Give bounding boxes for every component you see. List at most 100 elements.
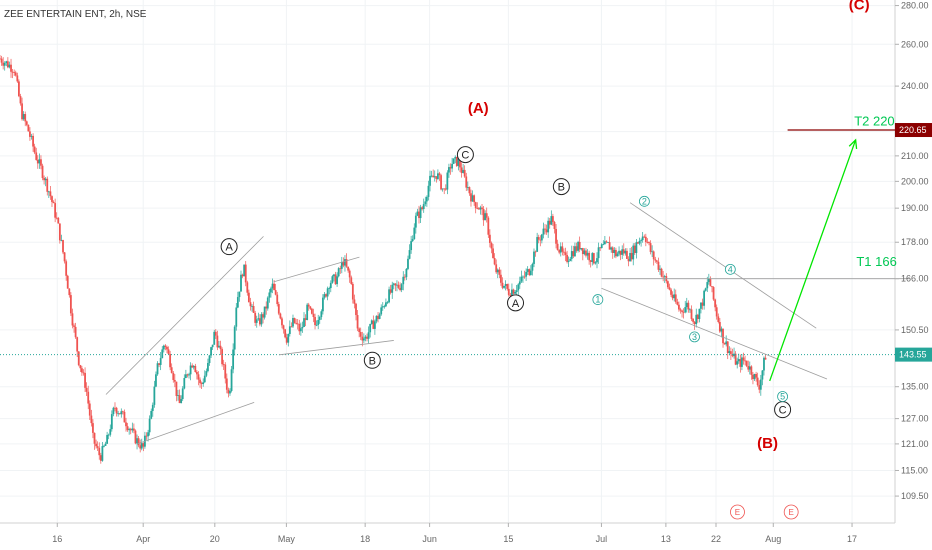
candle [303,312,305,328]
candle-body [271,283,274,289]
candle-body [561,246,564,252]
candle-body [441,188,444,190]
time-axis[interactable]: 16 Apr 20 May 18 Jun 15 Jul 13 22 Aug 17 [52,523,857,544]
candle-body [276,294,279,305]
candle-body [265,306,268,309]
impulse-wave-label: 2 [642,196,647,206]
candle [670,287,672,297]
candle-body [162,345,165,350]
trendline[interactable] [629,202,817,329]
candle [255,315,258,328]
candle-body [317,319,320,325]
candle-body [542,228,545,235]
candle [103,444,105,448]
candle [581,247,584,261]
candle-body [372,320,375,329]
candle [282,324,285,334]
candle-body [60,240,63,241]
candle-body [68,288,71,296]
candle [304,314,307,327]
candle-body [24,114,27,122]
candle [196,370,198,380]
y-tick-label: 280.00 [901,1,929,11]
candle [8,61,11,69]
candle [643,234,646,239]
candle [421,205,424,211]
x-tick-label: 13 [661,534,671,544]
y-tick-label: 240.00 [901,81,929,91]
y-tick-label: 121.00 [901,439,929,449]
candle [29,127,31,141]
candle [262,312,264,324]
price-axis[interactable]: 280.00260.00240.00220.00210.00200.00190.… [895,1,932,502]
candle-body [487,217,490,235]
candle [471,190,474,202]
trendline[interactable] [279,340,394,356]
candle-body [605,241,608,243]
candle [235,302,238,331]
candle-body [764,357,767,360]
candle-body [588,252,591,261]
candle-body [725,341,728,345]
candle [626,248,628,260]
candle-body [347,266,350,271]
candle [386,300,389,305]
candle [69,292,72,316]
candle [229,388,231,396]
candle [737,353,740,364]
candle-body [57,217,60,224]
candle [293,317,296,324]
candle [405,267,408,281]
candle-body [186,374,189,376]
candle [466,181,469,191]
candle [180,395,183,404]
trendline[interactable] [105,236,264,395]
event-marker[interactable]: E [730,504,745,520]
candle [501,277,504,290]
candle [93,432,96,450]
candle-body [659,268,661,270]
candle [700,302,702,314]
candle-body [556,243,559,250]
candle [317,314,320,330]
candle-body [263,306,266,318]
candle [493,253,496,266]
impulse-wave-label: 4 [728,264,733,274]
candle [529,265,532,276]
candle [298,319,301,335]
candle-body [759,379,762,390]
impulse-wave-circle [592,294,604,305]
candle-body [189,365,192,375]
candle-body [703,290,706,306]
candle [32,133,34,152]
candle-body [443,188,446,190]
trendline[interactable] [137,402,255,445]
candle [528,268,531,277]
candle [745,360,748,368]
candle [92,419,94,439]
candle [115,406,118,417]
candle [342,257,345,268]
candle-body [340,261,343,269]
event-circle[interactable] [730,504,745,520]
candle-body [180,399,183,404]
candle-body [397,284,400,288]
trendline[interactable] [273,256,360,283]
trendline[interactable] [601,287,828,380]
candle [128,427,131,435]
x-tick-label: 16 [52,534,62,544]
candle-body [644,236,647,243]
candle [205,368,208,378]
event-circle[interactable] [783,504,799,520]
candle-body [670,289,672,295]
candle-body [104,443,107,446]
candle [276,291,279,307]
candle [388,286,390,304]
candle [761,369,764,386]
minor-wave-label: B [369,355,376,367]
candle [547,217,550,238]
event-marker[interactable]: E [783,504,799,520]
candle-body [90,415,93,424]
candle [30,133,33,140]
